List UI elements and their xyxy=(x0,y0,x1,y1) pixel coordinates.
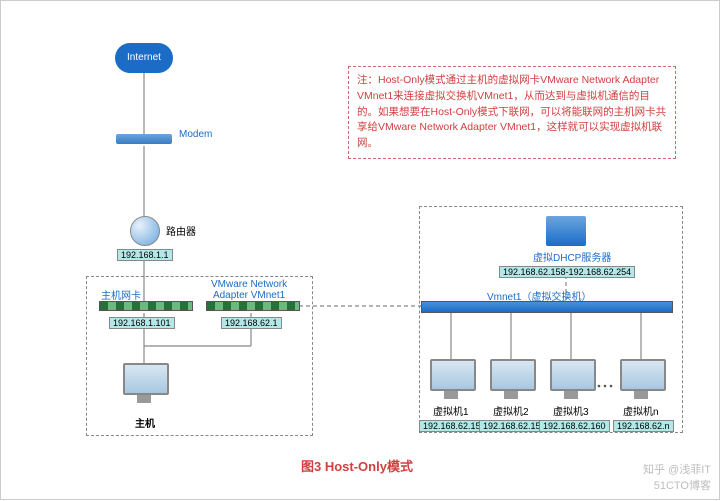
dhcp-ip-range: 192.168.62.158-192.168.62.254 xyxy=(499,262,635,280)
vm3-icon xyxy=(550,359,592,399)
cloud-icon: Internet xyxy=(115,43,173,73)
router-label: 路由器 xyxy=(166,223,196,238)
vm3-ip: 192.168.62.160 xyxy=(539,416,610,434)
dhcp-server-icon xyxy=(546,216,586,246)
vmnet-adapter-ip: 192.168.62.1 xyxy=(221,313,282,331)
vmnet-adapter-label: VMware NetworkAdapter VMnet1 xyxy=(211,279,287,301)
host-label: 主机 xyxy=(135,415,155,430)
modem-node xyxy=(116,134,172,144)
host-nic-ip: 192.168.1.101 xyxy=(109,313,175,331)
vmnet-adapter-icon xyxy=(206,301,300,311)
host-pc-icon xyxy=(123,363,165,403)
vm2-icon xyxy=(490,359,532,399)
annotation-box: 注：Host-Only模式通过主机的虚拟网卡VMware Network Ada… xyxy=(348,66,676,159)
modem-icon xyxy=(116,134,172,144)
host-nic-icon xyxy=(99,301,193,311)
vm1-icon xyxy=(430,359,472,399)
vmn-icon xyxy=(620,359,662,399)
modem-label: Modem xyxy=(179,129,212,140)
internet-cloud: Internet xyxy=(115,43,173,73)
router-ip: 192.168.1.1 xyxy=(117,245,173,263)
router-node xyxy=(130,216,160,246)
figure-caption: 图3 Host-Only模式 xyxy=(301,456,413,475)
host-nic-label: 主机网卡 xyxy=(101,287,141,302)
vmn-ip: 192.168.62.n xyxy=(613,416,674,434)
router-icon xyxy=(130,216,160,246)
vswitch-icon xyxy=(421,301,673,313)
watermark: 知乎 @浅菲IT 51CTO博客 xyxy=(643,461,711,493)
